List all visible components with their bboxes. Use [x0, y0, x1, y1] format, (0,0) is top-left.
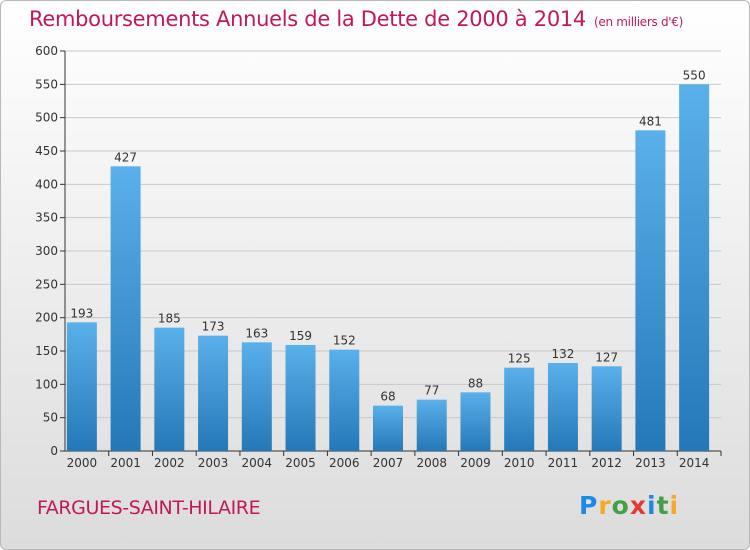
y-tick-label: 400 [35, 177, 58, 191]
bar-value-label: 152 [333, 334, 356, 348]
y-tick-label: 200 [35, 311, 58, 325]
bar-2012 [591, 366, 622, 451]
x-tick-label: 2014 [679, 456, 710, 470]
x-tick-label: 2000 [67, 456, 98, 470]
x-tick-label: 2012 [591, 456, 622, 470]
x-tick-label: 2004 [242, 456, 273, 470]
bar-value-label: 193 [70, 306, 93, 320]
chart-title: Remboursements Annuels de la Dette de 20… [29, 7, 683, 31]
y-tick-label: 600 [35, 44, 58, 58]
logo-letter: o [611, 491, 630, 520]
x-tick-label: 2006 [329, 456, 360, 470]
x-tick-label: 2007 [373, 456, 404, 470]
x-tick-label: 2009 [460, 456, 491, 470]
bar-value-label: 550 [683, 68, 706, 82]
bar-2014 [679, 84, 710, 451]
proxiti-logo: Proxiti [579, 491, 679, 520]
bar-2013 [635, 130, 666, 452]
bar-2008 [416, 399, 447, 451]
bar-2003 [198, 335, 229, 451]
y-tick-label: 50 [43, 411, 58, 425]
bar-value-label: 68 [380, 390, 395, 404]
bar-2002 [154, 327, 185, 451]
chart-unit-note: (en milliers d'€) [594, 15, 684, 29]
y-tick-label: 450 [35, 144, 58, 158]
y-tick-label: 250 [35, 277, 58, 291]
bar-2006 [329, 349, 360, 451]
bar-value-label: 132 [551, 347, 574, 361]
logo-letter: x [629, 491, 647, 520]
logo-letter: P [579, 491, 599, 520]
bar-2007 [373, 405, 403, 451]
y-tick-label: 100 [35, 377, 58, 391]
x-tick-label: 2008 [416, 456, 447, 470]
bar-value-label: 427 [114, 150, 137, 164]
bar-value-label: 127 [595, 350, 618, 364]
bar-value-label: 77 [424, 384, 439, 398]
bar-2005 [285, 345, 316, 451]
y-tick-label: 300 [35, 244, 58, 258]
bar-value-label: 125 [508, 352, 531, 366]
logo-letter: i [647, 491, 657, 520]
x-tick-label: 2005 [285, 456, 316, 470]
bar-2009 [460, 392, 491, 451]
y-tick-label: 0 [50, 444, 58, 458]
x-tick-label: 2002 [154, 456, 185, 470]
x-tick-label: 2013 [635, 456, 666, 470]
x-tick-label: 2010 [504, 456, 535, 470]
bar-value-label: 163 [245, 326, 268, 340]
bar-value-label: 185 [158, 312, 181, 326]
y-tick-label: 550 [35, 77, 58, 91]
bar-value-label: 88 [468, 376, 483, 390]
bar-2010 [504, 367, 535, 451]
bar-2001 [110, 166, 141, 452]
y-tick-label: 500 [35, 111, 58, 125]
commune-name: FARGUES-SAINT-HILAIRE [37, 497, 261, 519]
bar-value-label: 159 [289, 329, 312, 343]
logo-letter: r [598, 491, 612, 520]
bar-2000 [66, 322, 97, 451]
logo-letter: t [656, 491, 670, 520]
bar-2011 [547, 363, 578, 451]
y-tick-label: 150 [35, 344, 58, 358]
x-tick-label: 2003 [198, 456, 229, 470]
bar-2004 [241, 342, 272, 451]
x-tick-label: 2001 [110, 456, 141, 470]
y-tick-label: 350 [35, 211, 58, 225]
x-tick-label: 2011 [548, 456, 579, 470]
logo-letter: i [669, 491, 680, 520]
bar-value-label: 173 [202, 320, 225, 334]
chart-title-text: Remboursements Annuels de la Dette de 20… [29, 7, 586, 31]
bar-value-label: 481 [639, 114, 662, 128]
